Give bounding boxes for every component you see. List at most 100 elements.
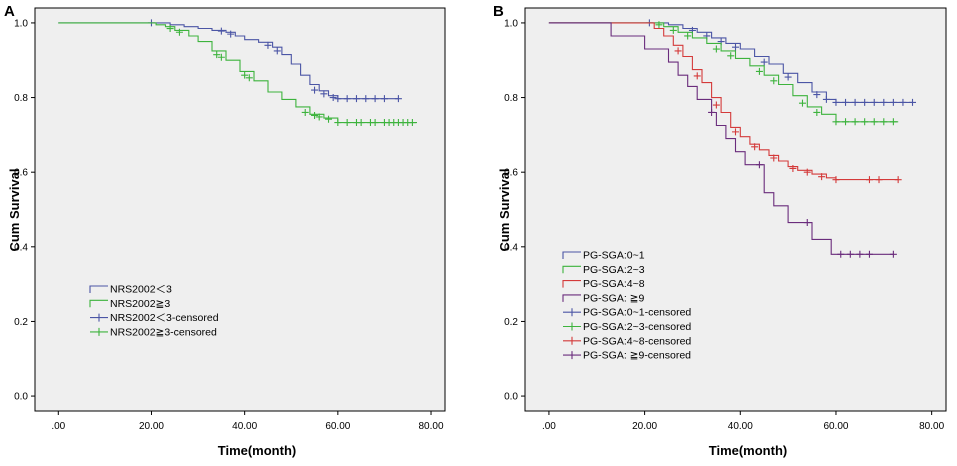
plot-area xyxy=(524,7,947,412)
censor-mark xyxy=(655,21,663,29)
legend-label: NRS2002≧3 xyxy=(110,298,170,310)
legend-item: NRS2002＜3 xyxy=(89,284,172,296)
survival-curve xyxy=(58,22,399,100)
censor-mark xyxy=(334,95,342,103)
censor-mark xyxy=(334,119,342,127)
legend-swatch xyxy=(562,280,581,288)
x-tick-label: 80.00 xyxy=(919,421,944,432)
censor-mark xyxy=(865,176,873,184)
legend-item: PG-SGA: ≧9 xyxy=(562,292,644,304)
censor-mark xyxy=(856,250,864,258)
censor-mark xyxy=(674,47,682,55)
legend: NRS2002＜3 NRS2002≧3 NRS2002＜3-censored NRS2… xyxy=(89,284,219,338)
legend-item: PG-SGA:0~1-censored xyxy=(563,307,691,319)
legend-label: PG-SGA:2~3 xyxy=(583,264,645,276)
censor-mark xyxy=(760,58,768,66)
survival-curve xyxy=(548,22,894,255)
censor-mark xyxy=(770,77,778,85)
censor-mark xyxy=(712,101,720,109)
censor-mark xyxy=(846,250,854,258)
censor-mark xyxy=(755,161,763,169)
y-tick-label: 0.2 xyxy=(504,317,518,328)
survival-curve xyxy=(58,22,417,124)
x-tick-label: 80.00 xyxy=(419,421,444,432)
y-tick-label: 1.0 xyxy=(14,18,28,29)
censor-mark xyxy=(789,164,797,172)
legend-label: PG-SGA: ≧9 xyxy=(583,292,644,304)
legend-swatch xyxy=(90,327,108,336)
censor-mark xyxy=(732,43,739,51)
censor-mark xyxy=(311,86,319,94)
x-tick-label: 40.00 xyxy=(728,421,753,432)
legend-label: PG-SGA:0~1 xyxy=(583,250,645,262)
censor-mark xyxy=(166,25,174,33)
censor-mark xyxy=(693,72,701,80)
y-tick-label: 0.4 xyxy=(14,242,28,253)
legend-item: PG-SGA: ≧9-censored xyxy=(563,350,691,362)
legend-item: PG-SGA:2~3 xyxy=(562,264,645,276)
x-tick-label: 60.00 xyxy=(823,421,848,432)
censor-mark xyxy=(813,108,821,116)
legend-label: PG-SGA:0~1-censored xyxy=(583,307,691,319)
censor-mark xyxy=(870,118,878,126)
censor-mark xyxy=(357,119,365,127)
censor-mark xyxy=(343,95,351,103)
censor-mark xyxy=(865,250,873,258)
censor-mark xyxy=(880,118,888,126)
censor-mark xyxy=(264,41,272,49)
y-tick-label: 0.8 xyxy=(504,93,518,104)
censor-mark xyxy=(227,30,235,38)
legend-label: NRS2002＜3-censored xyxy=(110,312,219,324)
censor-mark xyxy=(329,94,337,102)
censor-mark xyxy=(371,95,379,103)
y-axis-title: Cum Survival xyxy=(7,168,22,251)
censor-mark xyxy=(798,99,806,107)
censor-mark xyxy=(394,95,402,103)
censor-mark xyxy=(245,74,253,82)
censor-mark xyxy=(818,173,826,181)
censor-mark xyxy=(320,90,328,98)
censor-mark xyxy=(684,32,692,40)
y-tick-label: 0.4 xyxy=(504,242,518,253)
censor-mark xyxy=(343,119,351,127)
censor-mark xyxy=(842,118,850,126)
censor-mark xyxy=(301,108,309,116)
censor-mark xyxy=(875,176,883,184)
survival-curve xyxy=(548,22,899,123)
censor-mark xyxy=(880,98,888,106)
x-tick-label: 20.00 xyxy=(632,421,657,432)
legend-item: PG-SGA:2~3-censored xyxy=(563,321,691,333)
censor-mark xyxy=(803,219,811,227)
censor-mark xyxy=(311,111,319,119)
censor-mark xyxy=(315,113,323,121)
legend-swatch xyxy=(562,265,581,274)
legend-item: NRS2002≧3-censored xyxy=(90,326,217,338)
censor-mark xyxy=(803,168,811,176)
legend-item: NRS2002＜3-censored xyxy=(90,312,219,324)
censor-mark xyxy=(708,108,716,116)
y-tick-label: 0.8 xyxy=(14,93,28,104)
censor-mark xyxy=(751,143,759,151)
y-tick-label: 0.0 xyxy=(14,392,28,403)
censor-mark xyxy=(352,95,360,103)
censor-mark xyxy=(362,95,370,103)
legend-item: NRS2002≧3 xyxy=(89,298,170,310)
legend-swatch xyxy=(563,336,581,345)
censor-mark xyxy=(408,119,416,127)
censor-mark xyxy=(899,98,907,106)
censor-mark xyxy=(837,250,845,258)
censor-mark xyxy=(712,45,720,53)
legend-item: PG-SGA:4~8-censored xyxy=(563,335,691,347)
censor-mark xyxy=(909,98,917,106)
legend-item: PG-SGA:0~1 xyxy=(562,250,645,262)
censor-mark xyxy=(822,95,830,103)
y-tick-label: 0.6 xyxy=(14,168,28,179)
censor-mark xyxy=(861,98,869,106)
legend-label: PG-SGA: ≧9-censored xyxy=(583,350,691,362)
x-tick-label: .00 xyxy=(542,421,556,432)
legend-label: PG-SGA:4~8 xyxy=(583,278,645,290)
censor-mark xyxy=(273,47,281,55)
censor-mark xyxy=(380,95,388,103)
censor-mark xyxy=(894,176,902,184)
